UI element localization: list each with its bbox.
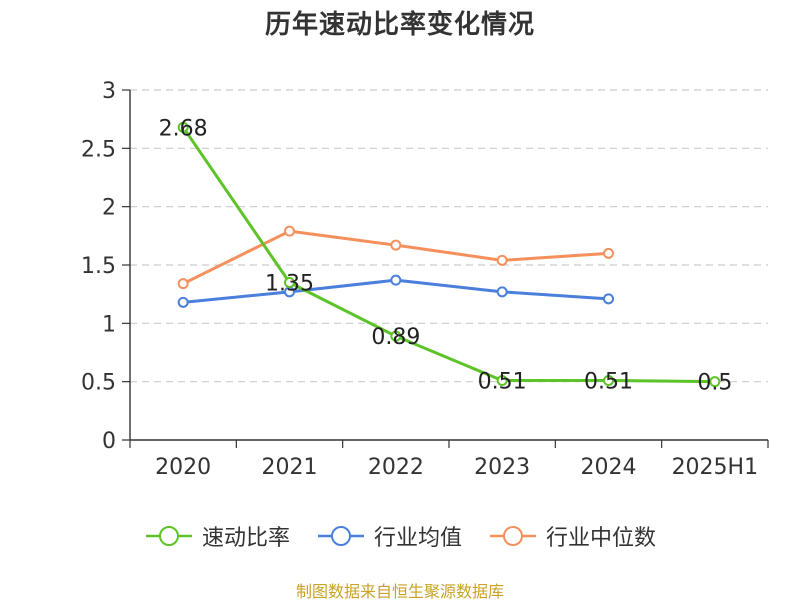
legend-line-circle-icon	[145, 526, 192, 546]
data-point	[603, 375, 614, 386]
grid-lines	[130, 89, 768, 383]
data-point	[284, 277, 295, 288]
data-point	[496, 286, 508, 298]
data-point	[496, 254, 508, 266]
legend-line-circle-icon	[317, 526, 364, 546]
x-tick-label: 2022	[368, 455, 424, 480]
data-point	[177, 121, 189, 133]
series-lines	[177, 121, 721, 388]
data-label: 2.68	[159, 116, 208, 141]
data-point	[603, 247, 614, 259]
y-tick-label: 2	[102, 196, 116, 221]
legend-label: 行业均值	[373, 526, 462, 551]
y-tick-label: 2.5	[81, 137, 116, 162]
x-tick-label: 2024	[581, 455, 637, 480]
y-tick-label: 1	[102, 312, 116, 337]
y-tick-label: 0	[102, 429, 116, 454]
data-point	[390, 330, 402, 342]
chart-title: 历年速动比率变化情况	[264, 10, 535, 40]
data-labels: 2.68 1.35 0.89 0.51 0.51 0.5	[159, 116, 733, 395]
data-point	[177, 278, 189, 290]
data-point	[709, 376, 721, 388]
data-point	[284, 225, 295, 237]
legend-item[interactable]: 速动比率	[144, 520, 290, 552]
x-tick-label: 2025H1	[672, 455, 759, 480]
legend: 速动比率 行业均值 行业中位数	[0, 520, 800, 552]
data-point	[390, 239, 402, 251]
y-tick-label: 3	[102, 79, 116, 104]
y-tick-label: 1.5	[81, 254, 116, 279]
data-label: 1.35	[265, 272, 314, 297]
legend-line-circle-icon	[490, 526, 536, 546]
data-label: 0.51	[584, 370, 633, 395]
legend-item[interactable]: 行业中位数	[488, 520, 656, 552]
y-tick-label: 0.5	[81, 371, 116, 396]
legend-circle	[158, 526, 179, 546]
data-label: 0.51	[478, 370, 527, 395]
data-point	[496, 375, 508, 386]
series-line-0	[181, 126, 715, 384]
data-point	[390, 274, 402, 286]
legend-item[interactable]: 行业均值	[316, 520, 462, 552]
data-label: 0.5	[697, 371, 732, 396]
data-label: 0.89	[371, 325, 420, 350]
data-point	[603, 293, 614, 305]
legend-circle	[503, 526, 523, 546]
data-point	[177, 296, 189, 308]
x-tick-label: 2020	[155, 455, 211, 480]
legend-label: 行业中位数	[546, 526, 657, 551]
x-tick-label: 2023	[474, 455, 530, 480]
legend-label: 速动比率	[201, 526, 290, 551]
x-tick-label: 2021	[262, 455, 318, 480]
source-note: 制图数据来自恒生聚源数据库	[295, 582, 504, 601]
legend-circle	[330, 526, 351, 546]
